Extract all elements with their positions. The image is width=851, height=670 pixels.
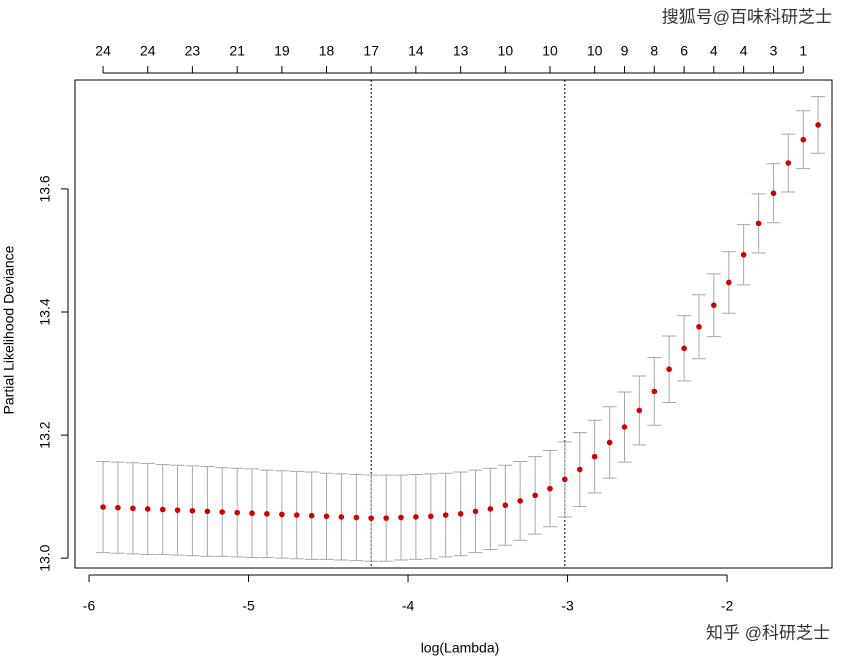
point — [279, 511, 285, 518]
point — [353, 514, 360, 521]
top-tick-label: 17 — [363, 43, 379, 59]
top-tick-label: 21 — [229, 43, 245, 59]
point — [442, 512, 449, 518]
top-tick-label: 19 — [274, 43, 290, 59]
top-tick-label: 6 — [680, 43, 688, 59]
top-tick-label: 1 — [799, 43, 807, 59]
x-tick-label: -4 — [402, 598, 415, 614]
top-tick-label: 10 — [498, 43, 514, 59]
point — [532, 492, 538, 499]
point — [174, 507, 181, 513]
point — [144, 506, 151, 512]
point — [606, 439, 613, 446]
point — [785, 160, 792, 166]
point — [428, 513, 434, 520]
x-tick-label: -2 — [721, 598, 734, 614]
point — [815, 122, 821, 128]
point — [711, 302, 717, 309]
point — [398, 514, 404, 521]
x-tick-label: -6 — [83, 598, 96, 614]
x-axis-label: log(Lambda) — [421, 640, 500, 656]
point — [517, 498, 523, 504]
top-tick-label: 13 — [453, 43, 469, 59]
x-tick-label: -5 — [242, 598, 255, 614]
point — [204, 508, 211, 515]
point — [681, 345, 687, 352]
x-tick-label: -3 — [561, 598, 574, 614]
top-tick-label: 10 — [587, 43, 603, 59]
point — [100, 504, 106, 510]
watermark: 搜狐号@百味科研芝士 — [662, 7, 832, 26]
point — [502, 502, 509, 509]
point — [189, 507, 196, 514]
y-tick-label: 13.2 — [37, 421, 53, 448]
point — [338, 514, 345, 520]
point — [413, 514, 419, 520]
point — [487, 506, 494, 512]
point — [636, 407, 643, 414]
point — [293, 512, 300, 518]
point — [219, 509, 226, 515]
point — [770, 190, 777, 197]
point — [249, 510, 255, 517]
point — [159, 506, 166, 513]
point — [457, 511, 464, 517]
point — [577, 466, 583, 473]
point — [651, 388, 658, 395]
top-tick-label: 3 — [770, 43, 778, 59]
top-tick-label: 9 — [621, 43, 629, 59]
y-tick-label: 13.6 — [37, 175, 53, 202]
top-tick-label: 24 — [140, 43, 156, 59]
point — [547, 485, 553, 492]
top-tick-label: 4 — [710, 43, 718, 59]
top-tick-label: 4 — [740, 43, 748, 59]
y-tick-label: 13.0 — [37, 544, 53, 571]
point — [368, 515, 374, 521]
top-tick-label: 24 — [95, 43, 111, 59]
point — [472, 508, 479, 515]
point — [130, 505, 136, 512]
y-tick-label: 13.4 — [37, 298, 53, 325]
top-tick-label: 14 — [408, 43, 424, 59]
point — [323, 513, 330, 520]
top-tick-label: 23 — [185, 43, 201, 59]
point — [800, 136, 807, 143]
plot-frame — [74, 79, 833, 569]
watermark: 知乎 @科研芝士 — [706, 623, 830, 642]
point — [383, 515, 389, 521]
point — [621, 424, 628, 430]
point — [666, 366, 672, 373]
point — [308, 512, 315, 519]
point — [740, 251, 747, 258]
point — [696, 323, 702, 330]
point — [115, 504, 121, 511]
top-tick-label: 10 — [542, 43, 558, 59]
top-tick-label: 18 — [319, 43, 335, 59]
point — [234, 509, 241, 516]
point — [591, 453, 598, 460]
point — [264, 511, 270, 517]
point — [726, 279, 732, 286]
point — [562, 476, 568, 483]
point — [755, 220, 762, 227]
top-tick-label: 8 — [650, 43, 658, 59]
y-axis-label: Partial Likelihood Deviance — [1, 245, 17, 414]
